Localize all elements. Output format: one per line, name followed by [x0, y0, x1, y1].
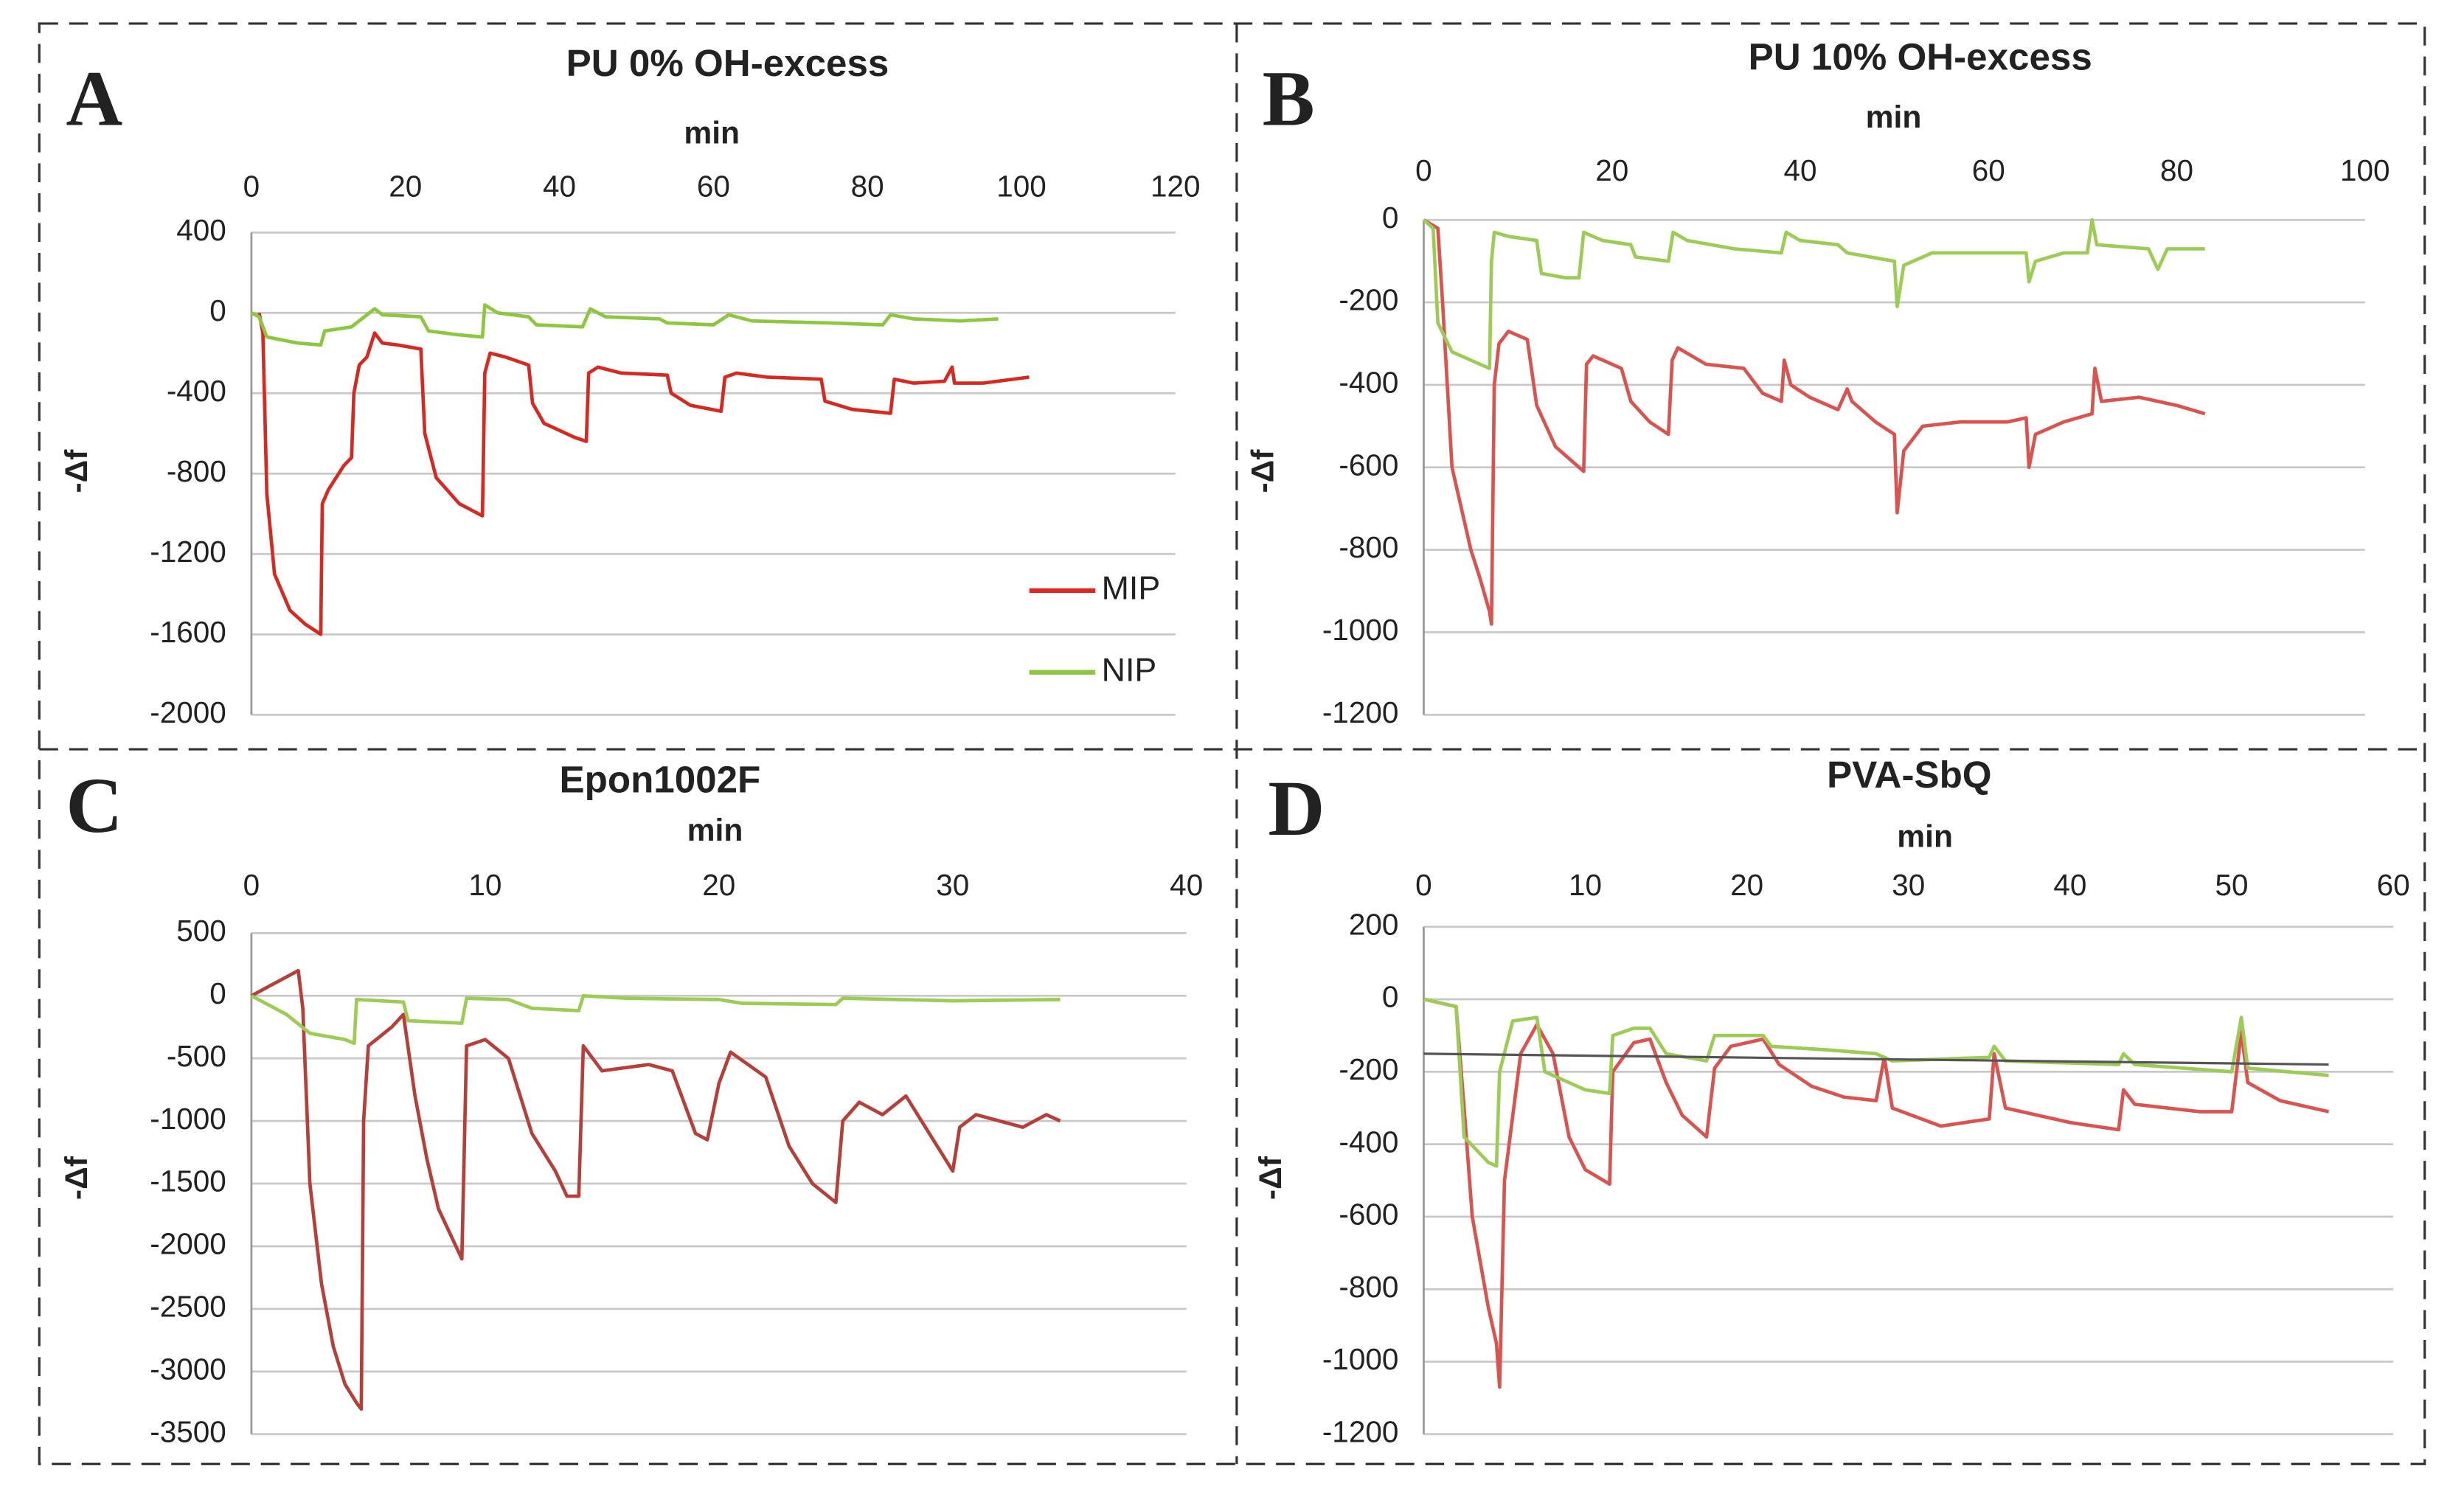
x-tick-label: 100: [2340, 153, 2390, 187]
series-line: [250, 993, 1061, 1046]
x-tick-label: 60: [697, 169, 730, 203]
y-tick-label: 0: [1382, 201, 1399, 235]
y-tick-label: 0: [209, 294, 226, 327]
x-tick-label: 40: [543, 169, 576, 203]
chart-title: PU 0% OH-excess: [566, 42, 889, 84]
x-tick-label: 60: [2377, 868, 2410, 902]
chart-title: PU 10% OH-excess: [1749, 35, 2092, 77]
series-line: [1423, 997, 2330, 1389]
x-tick-label: 0: [1415, 153, 1432, 187]
y-tick-label: -3500: [150, 1414, 226, 1448]
x-tick-label: 30: [936, 868, 969, 902]
series-line: [250, 303, 999, 347]
series-line: [1423, 1052, 2329, 1066]
x-axis-label: min: [687, 813, 743, 848]
y-tick-label: 200: [1349, 907, 1399, 941]
panel-letter: A: [66, 55, 122, 142]
y-tick-label: -1200: [1322, 695, 1399, 729]
x-tick-label: 0: [243, 169, 260, 203]
y-tick-label: 500: [176, 914, 226, 948]
x-tick-label: 80: [851, 169, 884, 203]
y-tick-label: 0: [209, 976, 226, 1010]
series-line: [1423, 997, 2329, 1168]
x-tick-label: 20: [1595, 153, 1628, 187]
y-tick-label: -2000: [150, 1227, 226, 1261]
x-tick-label: 30: [1892, 868, 1925, 902]
x-tick-label: 20: [1730, 868, 1763, 902]
y-tick-label: -1500: [150, 1164, 226, 1198]
chart-title: Epon1002F: [560, 758, 761, 800]
x-axis-label: min: [1897, 819, 1953, 855]
y-tick-label: -1000: [1322, 1342, 1399, 1376]
y-tick-label: -1200: [150, 535, 226, 569]
y-tick-label: -800: [1339, 1270, 1398, 1304]
x-tick-label: 0: [1415, 868, 1432, 902]
y-axis-label: -Δf: [1245, 449, 1280, 493]
panel-borders: [38, 22, 2426, 1465]
y-tick-label: -600: [1339, 1198, 1398, 1232]
panel-letter: D: [1268, 765, 1325, 852]
panel-letter: B: [1263, 55, 1315, 142]
y-tick-label: -1600: [150, 615, 226, 649]
y-tick-label: -400: [1339, 366, 1398, 400]
series-line: [1423, 218, 2206, 626]
y-tick-label: -800: [1339, 530, 1398, 564]
y-tick-label: -400: [167, 374, 226, 408]
y-tick-label: -600: [1339, 448, 1398, 482]
y-tick-label: -2000: [150, 695, 226, 729]
panel-letter: C: [66, 763, 122, 850]
x-tick-label: 20: [702, 868, 735, 902]
y-axis-label: -Δf: [59, 449, 94, 493]
x-tick-label: 120: [1151, 169, 1201, 203]
legend-label: MIP: [1102, 571, 1161, 607]
series-line: [250, 968, 1061, 1411]
series-line: [257, 312, 1030, 636]
y-tick-label: 400: [176, 213, 226, 247]
legend-label: NIP: [1102, 653, 1157, 689]
x-tick-label: 20: [389, 169, 422, 203]
outer-border: [38, 22, 2426, 1465]
y-tick-label: -1200: [1322, 1414, 1399, 1448]
y-axis-label: -Δf: [59, 1156, 94, 1200]
x-tick-label: 80: [2160, 153, 2193, 187]
x-tick-label: 100: [996, 169, 1047, 203]
y-tick-label: -200: [1339, 1052, 1398, 1086]
x-tick-label: 60: [1972, 153, 2005, 187]
x-tick-label: 0: [243, 868, 260, 902]
x-tick-label: 40: [2053, 868, 2086, 902]
y-tick-label: -2500: [150, 1290, 226, 1324]
x-tick-label: 40: [1783, 153, 1816, 187]
y-tick-label: -200: [1339, 283, 1398, 317]
y-tick-label: -3000: [150, 1352, 226, 1386]
y-tick-label: -1000: [1322, 613, 1399, 647]
y-tick-label: -400: [1339, 1125, 1398, 1159]
x-tick-label: 10: [1569, 868, 1602, 902]
x-tick-label: 40: [1170, 868, 1203, 902]
y-tick-label: -800: [167, 454, 226, 488]
x-tick-label: 50: [2215, 868, 2248, 902]
y-axis-label: -Δf: [1253, 1156, 1288, 1200]
y-tick-label: -1000: [150, 1102, 226, 1136]
chart-title: PVA-SbQ: [1827, 754, 1991, 796]
series-line: [1422, 218, 2205, 370]
x-axis-label: min: [1866, 100, 1922, 135]
y-tick-label: 0: [1382, 980, 1399, 1014]
x-axis-label: min: [684, 115, 740, 150]
y-tick-label: -500: [167, 1039, 226, 1073]
x-tick-label: 10: [468, 868, 502, 902]
